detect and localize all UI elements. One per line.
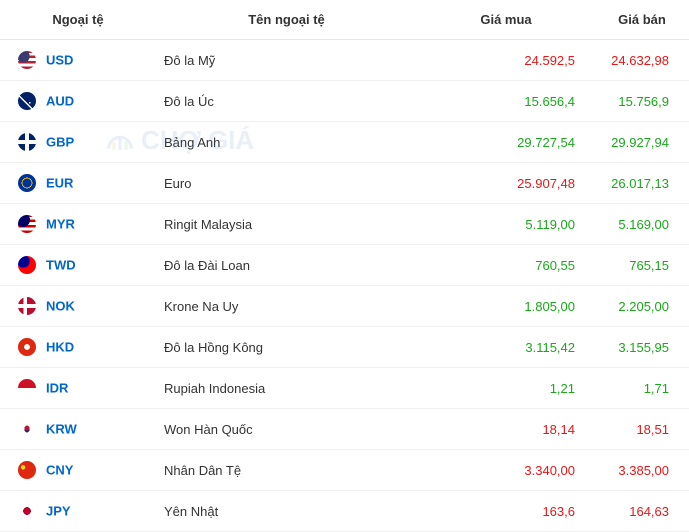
exchange-rate-table: Ngoại tệ Tên ngoại tệ Giá mua Giá bán US…: [0, 0, 689, 532]
header-code: Ngoại tệ: [0, 0, 156, 40]
currency-code-link[interactable]: CNY: [46, 463, 73, 478]
cell-buy: 760,55: [417, 245, 595, 286]
cell-sell: 1,71: [595, 368, 689, 409]
header-sell: Giá bán: [595, 0, 689, 40]
cell-sell: 164,63: [595, 491, 689, 532]
cell-code: NOK: [0, 286, 156, 327]
cell-name: Krone Na Uy: [156, 286, 417, 327]
cell-name: Nhân Dân Tệ: [156, 450, 417, 491]
flag-icon: [18, 420, 36, 438]
cell-name: Yên Nhật: [156, 491, 417, 532]
cell-buy: 3.340,00: [417, 450, 595, 491]
cell-name: Rupiah Indonesia: [156, 368, 417, 409]
cell-code: KRW: [0, 409, 156, 450]
currency-code-link[interactable]: GBP: [46, 135, 74, 150]
flag-icon: [18, 297, 36, 315]
cell-buy: 24.592,5: [417, 40, 595, 81]
cell-buy: 1.805,00: [417, 286, 595, 327]
table-row: IDR Rupiah Indonesia1,211,71: [0, 368, 689, 409]
table-row: USD Đô la Mỹ24.592,524.632,98: [0, 40, 689, 81]
cell-code: MYR: [0, 204, 156, 245]
currency-code-link[interactable]: AUD: [46, 94, 74, 109]
cell-buy: 1,21: [417, 368, 595, 409]
table-row: CNY Nhân Dân Tệ3.340,003.385,00: [0, 450, 689, 491]
currency-code-link[interactable]: IDR: [46, 381, 68, 396]
cell-sell: 18,51: [595, 409, 689, 450]
currency-code-link[interactable]: USD: [46, 53, 73, 68]
cell-buy: 29.727,54: [417, 122, 595, 163]
flag-icon: [18, 174, 36, 192]
flag-icon: [18, 502, 36, 520]
table-row: AUD Đô la Úc15.656,415.756,9: [0, 81, 689, 122]
cell-code: JPY: [0, 491, 156, 532]
cell-name: Euro: [156, 163, 417, 204]
cell-sell: 2.205,00: [595, 286, 689, 327]
cell-code: IDR: [0, 368, 156, 409]
cell-name: Đô la Đài Loan: [156, 245, 417, 286]
cell-code: USD: [0, 40, 156, 81]
flag-icon: [18, 215, 36, 233]
cell-sell: 26.017,13: [595, 163, 689, 204]
cell-name: Đô la Úc: [156, 81, 417, 122]
cell-name: Ringit Malaysia: [156, 204, 417, 245]
flag-icon: [18, 338, 36, 356]
cell-sell: 15.756,9: [595, 81, 689, 122]
table-row: JPY Yên Nhật163,6164,63: [0, 491, 689, 532]
cell-sell: 3.155,95: [595, 327, 689, 368]
flag-icon: [18, 379, 36, 397]
currency-code-link[interactable]: JPY: [46, 504, 71, 519]
header-buy: Giá mua: [417, 0, 595, 40]
cell-buy: 18,14: [417, 409, 595, 450]
cell-code: GBP: [0, 122, 156, 163]
table-row: KRW Won Hàn Quốc18,1418,51: [0, 409, 689, 450]
currency-code-link[interactable]: EUR: [46, 176, 73, 191]
flag-icon: [18, 51, 36, 69]
cell-buy: 3.115,42: [417, 327, 595, 368]
table-row: GBP Bảng Anh29.727,5429.927,94: [0, 122, 689, 163]
flag-icon: [18, 461, 36, 479]
cell-sell: 29.927,94: [595, 122, 689, 163]
cell-code: HKD: [0, 327, 156, 368]
cell-name: Đô la Hồng Kông: [156, 327, 417, 368]
cell-buy: 5.119,00: [417, 204, 595, 245]
cell-name: Đô la Mỹ: [156, 40, 417, 81]
cell-buy: 163,6: [417, 491, 595, 532]
table-row: EUR Euro25.907,4826.017,13: [0, 163, 689, 204]
cell-sell: 24.632,98: [595, 40, 689, 81]
currency-code-link[interactable]: KRW: [46, 422, 77, 437]
table-row: HKD Đô la Hồng Kông3.115,423.155,95: [0, 327, 689, 368]
table-row: MYR Ringit Malaysia5.119,005.169,00: [0, 204, 689, 245]
table-row: TWD Đô la Đài Loan760,55765,15: [0, 245, 689, 286]
currency-code-link[interactable]: TWD: [46, 258, 76, 273]
flag-icon: [18, 133, 36, 151]
cell-code: EUR: [0, 163, 156, 204]
cell-buy: 15.656,4: [417, 81, 595, 122]
cell-name: Won Hàn Quốc: [156, 409, 417, 450]
currency-code-link[interactable]: MYR: [46, 217, 75, 232]
flag-icon: [18, 92, 36, 110]
cell-name: Bảng Anh: [156, 122, 417, 163]
cell-code: CNY: [0, 450, 156, 491]
currency-code-link[interactable]: NOK: [46, 299, 75, 314]
table-row: NOK Krone Na Uy1.805,002.205,00: [0, 286, 689, 327]
cell-sell: 5.169,00: [595, 204, 689, 245]
cell-sell: 3.385,00: [595, 450, 689, 491]
header-name: Tên ngoại tệ: [156, 0, 417, 40]
currency-code-link[interactable]: HKD: [46, 340, 74, 355]
cell-code: AUD: [0, 81, 156, 122]
flag-icon: [18, 256, 36, 274]
cell-sell: 765,15: [595, 245, 689, 286]
cell-code: TWD: [0, 245, 156, 286]
cell-buy: 25.907,48: [417, 163, 595, 204]
